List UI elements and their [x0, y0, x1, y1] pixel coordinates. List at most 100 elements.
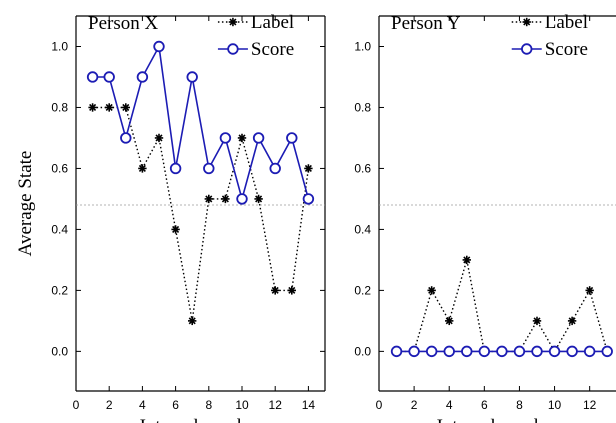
score-point [252, 132, 265, 144]
x-axis-label: Interval number [140, 416, 263, 423]
score-point [390, 345, 403, 358]
x-tick-label: 10 [235, 398, 249, 412]
legend-marker-label [522, 17, 531, 27]
score-point [302, 193, 315, 205]
x-tick-label: 10 [548, 398, 562, 412]
score-point [120, 132, 132, 144]
chart-title: Person X [88, 13, 158, 34]
y-tick-label: 0.8 [51, 100, 68, 114]
label-point [427, 286, 436, 295]
label-point [204, 194, 213, 204]
label-point [254, 194, 263, 204]
y-tick-label: 0.2 [51, 283, 68, 297]
score-point [461, 345, 473, 358]
panel-2: 0.0 0.2 0.4 0.6 0.8 1.0 0 2 4 6 8 10 12 Interval numb… [354, 12, 616, 423]
label-point [462, 255, 471, 265]
score-point [136, 71, 149, 83]
label-point [88, 103, 97, 112]
panel-1: 0.0 0.2 0.4 0.6 0.8 1.0 0 2 4 6 8 10 12 14 Interval nu… [15, 12, 326, 423]
score-point [236, 193, 248, 205]
series-score [390, 345, 613, 358]
y-tick-label: 0.4 [354, 222, 371, 236]
series-line-score [92, 43, 310, 202]
label-point [121, 103, 130, 112]
y-tick-label: 0.0 [354, 344, 371, 358]
legend-entry-score: Score [545, 39, 588, 60]
score-point [219, 132, 232, 144]
x-axis-label: Interval number [437, 416, 560, 423]
label-point [221, 194, 230, 204]
x-tick-label: 4 [139, 398, 146, 412]
x-tick-label: 6 [481, 398, 488, 412]
score-point [153, 40, 165, 53]
score-point [408, 345, 420, 358]
label-point-stroke [155, 134, 163, 142]
legend-entry-label: Label [545, 12, 588, 33]
label-point [567, 316, 577, 326]
label-point-stroke [533, 317, 541, 325]
legend-marker-label-stroke [523, 18, 531, 26]
series-label [392, 255, 612, 356]
label-point [105, 103, 114, 112]
score-point [286, 132, 298, 144]
legend-marker-score [521, 43, 533, 55]
legend: Label Score [511, 12, 588, 60]
score-point [531, 345, 543, 358]
y-tick-label: 0.8 [354, 100, 371, 114]
label-point [304, 164, 313, 173]
score-point [513, 345, 526, 358]
legend-entry-score: Score [251, 39, 294, 60]
score-point [169, 162, 182, 175]
score-point [478, 345, 491, 358]
y-tick-label: 0.6 [51, 161, 68, 175]
x-tick-label: 0 [376, 398, 383, 412]
score-point [496, 345, 508, 358]
x-tick-label: 14 [302, 398, 316, 412]
series-score [86, 40, 315, 205]
label-point-stroke [463, 256, 471, 264]
label-point-stroke [238, 134, 246, 142]
y-tick-label: 1.0 [354, 39, 371, 53]
label-point-stroke [271, 286, 279, 294]
label-point-stroke [122, 103, 130, 111]
x-tick-label: 8 [205, 398, 212, 412]
y-tick-label: 0.0 [51, 344, 68, 358]
label-point-stroke [205, 195, 213, 203]
label-point-stroke [568, 317, 576, 325]
label-point-stroke [105, 103, 113, 111]
x-tick-label: 2 [411, 398, 418, 412]
legend-marker-label-stroke [229, 18, 237, 26]
x-tick-label: 6 [172, 398, 179, 412]
label-point [154, 133, 164, 143]
plot-area [390, 255, 613, 358]
label-point [188, 316, 197, 326]
label-point-stroke [188, 317, 196, 325]
score-point [601, 345, 613, 358]
score-point [186, 71, 198, 83]
score-point [103, 71, 115, 83]
score-point [203, 162, 215, 175]
x-tick-label: 12 [583, 398, 597, 412]
y-tick-label: 0.6 [354, 161, 371, 175]
label-point-stroke [221, 195, 229, 203]
legend-marker-score [227, 43, 239, 55]
score-point [269, 162, 281, 175]
chart-title: Person Y [391, 13, 461, 34]
label-point-stroke [428, 286, 436, 294]
label-point [271, 286, 280, 295]
legend: Label Score [217, 12, 294, 60]
x-tick-label: 8 [516, 398, 523, 412]
label-point-stroke [255, 195, 263, 203]
legend-marker-label [228, 17, 238, 27]
label-point-stroke [586, 286, 594, 294]
x-tick-label: 12 [269, 398, 283, 412]
label-point-stroke [445, 317, 453, 325]
y-tick-label: 0.2 [354, 283, 371, 297]
x-tick-label: 0 [73, 398, 80, 412]
label-point-stroke [304, 164, 312, 172]
y-axis-label: Average State [15, 151, 36, 257]
score-point [583, 345, 596, 358]
series-label [88, 103, 313, 326]
label-point [532, 316, 542, 326]
